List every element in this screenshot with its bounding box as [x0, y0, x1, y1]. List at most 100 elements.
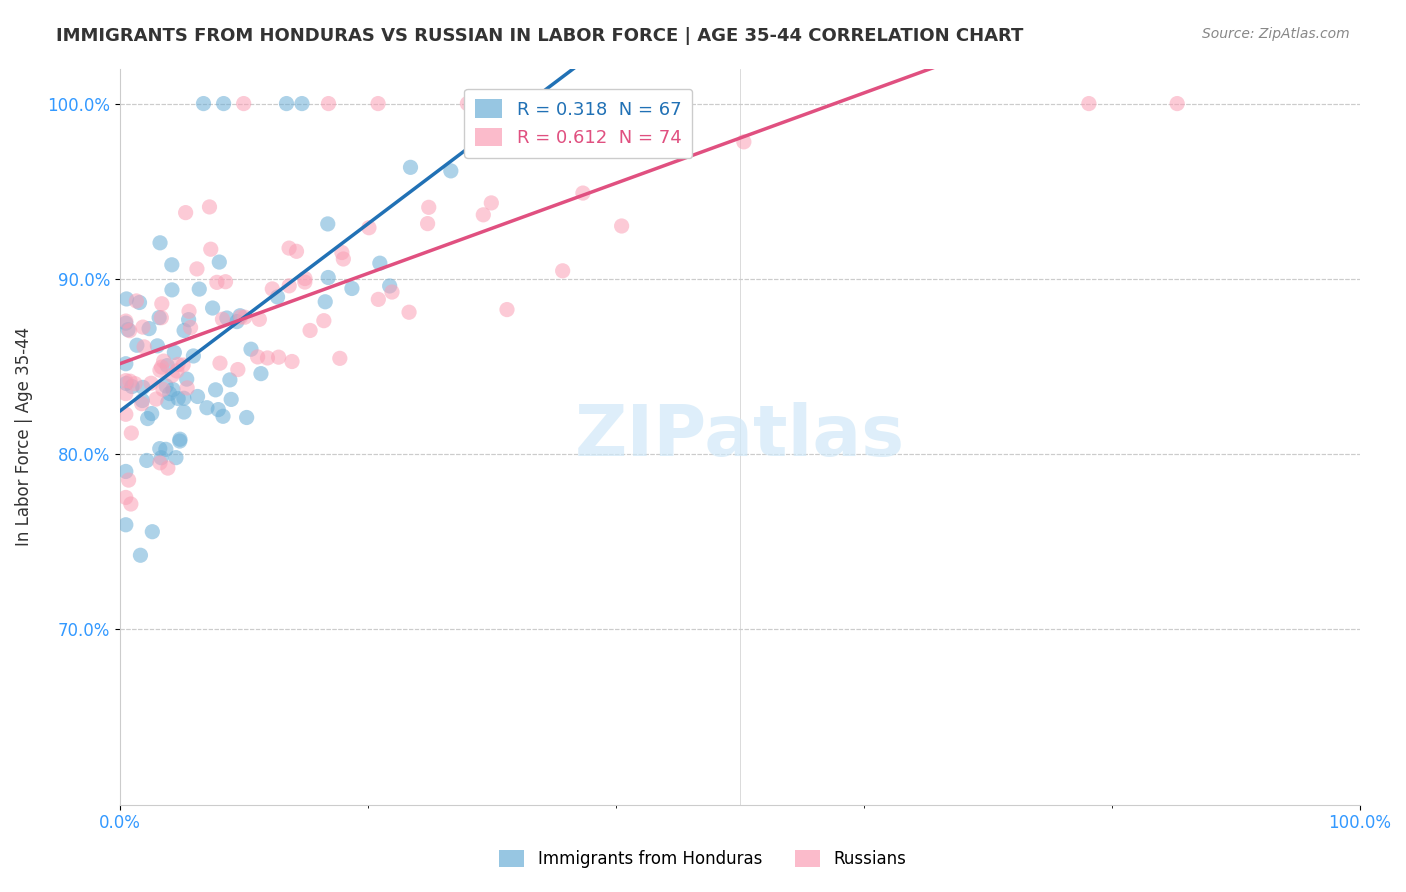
- Immigrants from Honduras: [235, 410, 257, 425]
- Russians: [156, 461, 179, 475]
- Immigrants from Honduras: [121, 379, 143, 393]
- Immigrants from Honduras: [177, 312, 200, 326]
- Russians: [152, 354, 174, 368]
- Russians: [294, 275, 316, 289]
- Russians: [416, 217, 439, 231]
- Immigrants from Honduras: [141, 407, 163, 421]
- Russians: [150, 310, 173, 325]
- Immigrants from Honduras: [149, 442, 172, 456]
- Immigrants from Honduras: [148, 310, 170, 325]
- Russians: [149, 363, 172, 377]
- Immigrants from Honduras: [169, 432, 191, 446]
- Russians: [214, 275, 236, 289]
- Russians: [294, 271, 316, 285]
- Russians: [472, 208, 495, 222]
- Russians: [256, 351, 278, 365]
- Immigrants from Honduras: [125, 338, 148, 352]
- Text: Source: ZipAtlas.com: Source: ZipAtlas.com: [1202, 27, 1350, 41]
- Russians: [145, 392, 167, 406]
- Russians: [152, 383, 174, 397]
- Russians: [329, 351, 352, 366]
- Russians: [132, 340, 155, 354]
- Russians: [124, 376, 146, 391]
- Russians: [330, 245, 353, 260]
- Russians: [481, 120, 503, 135]
- Immigrants from Honduras: [156, 395, 179, 409]
- Immigrants from Honduras: [461, 96, 484, 111]
- Russians: [120, 497, 142, 511]
- Immigrants from Honduras: [183, 349, 205, 363]
- Immigrants from Honduras: [115, 376, 138, 391]
- Russians: [208, 356, 231, 370]
- Russians: [672, 96, 695, 111]
- Russians: [367, 96, 389, 111]
- Immigrants from Honduras: [195, 401, 218, 415]
- Russians: [572, 186, 595, 200]
- Immigrants from Honduras: [225, 315, 247, 329]
- Immigrants from Honduras: [114, 316, 136, 330]
- Russians: [120, 374, 142, 388]
- Immigrants from Honduras: [176, 372, 198, 386]
- Russians: [120, 426, 142, 441]
- Immigrants from Honduras: [136, 411, 159, 425]
- Russians: [381, 285, 404, 299]
- Russians: [167, 358, 190, 372]
- Russians: [162, 368, 184, 383]
- Immigrants from Honduras: [250, 367, 273, 381]
- Russians: [117, 473, 139, 487]
- Immigrants from Honduras: [114, 517, 136, 532]
- Russians: [610, 219, 633, 233]
- Immigrants from Honduras: [368, 256, 391, 270]
- Russians: [131, 397, 153, 411]
- Russians: [211, 312, 233, 326]
- Russians: [418, 200, 440, 214]
- Russians: [166, 364, 188, 378]
- Russians: [114, 314, 136, 328]
- Russians: [174, 205, 197, 219]
- Russians: [285, 244, 308, 259]
- Immigrants from Honduras: [208, 255, 231, 269]
- Immigrants from Honduras: [155, 379, 177, 393]
- Immigrants from Honduras: [314, 294, 336, 309]
- Russians: [267, 350, 290, 364]
- Immigrants from Honduras: [266, 290, 288, 304]
- Immigrants from Honduras: [162, 383, 184, 397]
- Russians: [247, 312, 270, 326]
- Immigrants from Honduras: [129, 548, 152, 562]
- Russians: [132, 320, 155, 334]
- Immigrants from Honduras: [219, 392, 242, 407]
- Immigrants from Honduras: [378, 279, 401, 293]
- Russians: [226, 362, 249, 376]
- Russians: [299, 323, 322, 337]
- Russians: [1077, 96, 1099, 111]
- Immigrants from Honduras: [146, 339, 169, 353]
- Russians: [262, 282, 284, 296]
- Russians: [312, 314, 335, 328]
- Russians: [551, 264, 574, 278]
- Russians: [492, 96, 515, 111]
- Immigrants from Honduras: [169, 434, 191, 448]
- Russians: [318, 96, 340, 111]
- Russians: [172, 358, 194, 372]
- Russians: [139, 376, 162, 391]
- Immigrants from Honduras: [187, 389, 209, 403]
- Immigrants from Honduras: [201, 301, 224, 315]
- Immigrants from Honduras: [117, 323, 139, 337]
- Immigrants from Honduras: [160, 283, 183, 297]
- Russians: [150, 360, 173, 375]
- Russians: [200, 242, 222, 256]
- Immigrants from Honduras: [132, 380, 155, 394]
- Russians: [176, 381, 198, 395]
- Legend: R = 0.318  N = 67, R = 0.612  N = 74: R = 0.318 N = 67, R = 0.612 N = 74: [464, 88, 692, 158]
- Russians: [186, 261, 208, 276]
- Immigrants from Honduras: [115, 292, 138, 306]
- Russians: [118, 324, 141, 338]
- Immigrants from Honduras: [131, 393, 153, 408]
- Immigrants from Honduras: [276, 96, 298, 111]
- Russians: [198, 200, 221, 214]
- Russians: [246, 350, 269, 364]
- Russians: [114, 407, 136, 421]
- Russians: [496, 302, 519, 317]
- Immigrants from Honduras: [240, 343, 263, 357]
- Immigrants from Honduras: [215, 311, 238, 326]
